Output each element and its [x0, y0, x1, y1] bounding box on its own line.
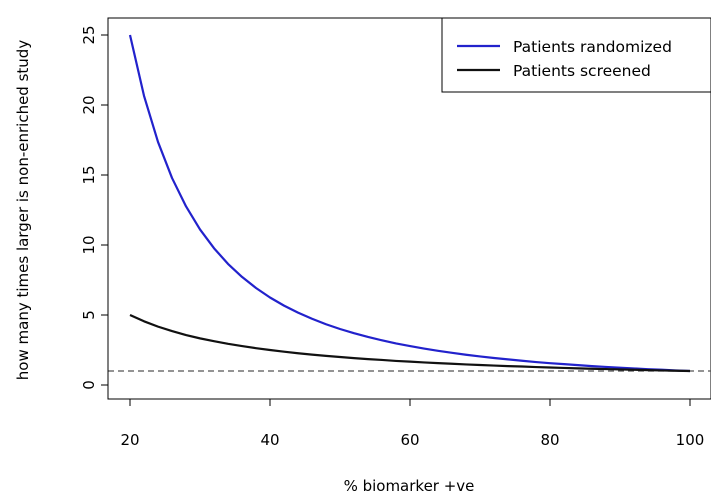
- series-line-randomized: [128, 34, 691, 373]
- y-tick-label: 5: [80, 310, 98, 320]
- x-axis-label: % biomarker +ve: [344, 477, 475, 495]
- y-tick-label: 25: [80, 25, 98, 44]
- y-axis: 0 5 10 15 20 25: [80, 25, 109, 390]
- y-tick-label: 10: [80, 235, 98, 254]
- x-axis: 20 40 60 80 100: [120, 398, 705, 449]
- y-tick-label: 20: [80, 95, 98, 114]
- x-tick-label: 40: [260, 431, 279, 449]
- series-line-screened: [129, 313, 691, 373]
- x-tick-label: 100: [676, 431, 705, 449]
- legend-label-screened: Patients screened: [513, 62, 651, 80]
- y-axis-label: how many times larger is non-enriched st…: [14, 40, 32, 381]
- x-tick-label: 20: [120, 431, 139, 449]
- y-tick-label: 15: [80, 165, 98, 184]
- series-layer: [128, 34, 691, 373]
- x-tick-label: 80: [540, 431, 559, 449]
- x-tick-label: 60: [400, 431, 419, 449]
- legend-box: [441, 17, 711, 93]
- y-tick-label: 0: [80, 380, 98, 390]
- legend-label-randomized: Patients randomized: [513, 38, 672, 56]
- legend: Patients randomized Patients screened: [441, 17, 711, 93]
